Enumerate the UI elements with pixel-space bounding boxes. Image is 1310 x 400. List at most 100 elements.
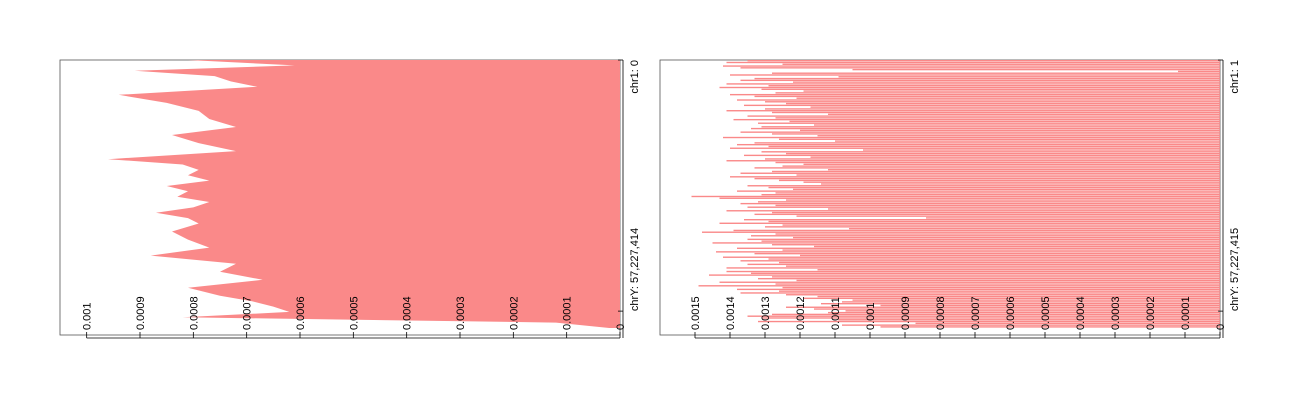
coverage-bar: [754, 213, 1220, 216]
coverage-bar: [747, 185, 1220, 187]
coverage-bar: [761, 194, 1220, 196]
x-tick-label: 0: [1215, 324, 1227, 330]
coverage-bar: [838, 76, 1220, 78]
coverage-bar: [754, 167, 1220, 169]
coverage-bar: [810, 106, 1220, 108]
coverage-bar: [768, 186, 1220, 189]
coverage-bar: [821, 302, 1220, 305]
coverage-bar: [814, 245, 1220, 248]
coverage-bar: [716, 251, 1220, 253]
coverage-bar: [817, 135, 1220, 137]
coverage-bar: [786, 152, 1220, 155]
coverage-bar: [709, 274, 1220, 276]
coverage-bar: [845, 310, 1220, 312]
coverage-bar: [880, 326, 1220, 328]
x-tick-label: 0.0007: [970, 296, 982, 330]
x-tick-label: 0.0015: [690, 296, 702, 330]
coverage-bar: [754, 177, 1220, 180]
x-tick-label: 0.0005: [1040, 296, 1052, 330]
coverage-bar: [761, 88, 1220, 90]
coverage-bar: [775, 117, 1220, 119]
coverage-bar: [821, 183, 1220, 185]
coverage-bar: [733, 229, 1220, 232]
coverage-bar: [772, 111, 1220, 114]
coverage-bar: [744, 219, 1220, 221]
coverage-bar: [772, 244, 1220, 246]
coverage-bar: [786, 306, 1220, 308]
y-tick-label: chr1: 0: [629, 60, 641, 94]
x-tick-label: 0.0012: [795, 296, 807, 330]
coverage-bar: [740, 79, 1220, 82]
coverage-bar: [775, 92, 1220, 94]
coverage-bar: [747, 115, 1220, 117]
coverage-bar: [779, 138, 1220, 140]
coverage-bar: [726, 267, 1220, 269]
y-tick-label: chrY: 57,227,415: [1229, 228, 1241, 311]
coverage-bar: [726, 160, 1220, 162]
coverage-bar: [719, 197, 1220, 199]
coverage-bar: [758, 201, 1220, 203]
coverage-bar: [740, 172, 1220, 174]
coverage-bar: [765, 108, 1220, 110]
x-tick-label: 0.0013: [760, 296, 772, 330]
coverage-bar: [765, 158, 1220, 160]
coverage-bar: [926, 217, 1220, 219]
coverage-bar: [772, 313, 1220, 316]
coverage-bar: [814, 124, 1220, 126]
coverage-bar: [915, 322, 1220, 325]
coverage-bar: [828, 208, 1220, 210]
coverage-bar: [719, 222, 1220, 224]
x-tick-label: 0.0014: [725, 296, 737, 330]
coverage-bar: [803, 163, 1220, 166]
coverage-bar: [726, 83, 1220, 85]
coverage-bar: [803, 297, 1220, 300]
coverage-bar: [828, 168, 1220, 171]
coverage-bar: [751, 127, 1220, 130]
coverage-bar: [754, 77, 1220, 80]
coverage-bar: [768, 85, 1220, 87]
coverage-bar: [761, 151, 1220, 153]
coverage-bar: [737, 143, 1220, 146]
coverage-bar: [852, 299, 1220, 301]
x-tick-label: 0.0006: [1005, 296, 1017, 330]
coverage-bar: [775, 161, 1220, 164]
x-tick-label: 0.0004: [402, 296, 414, 330]
coverage-bar: [761, 317, 1220, 319]
coverage-bar: [793, 188, 1220, 191]
x-tick-label: 0.0006: [295, 296, 307, 330]
coverage-bar: [880, 304, 1220, 307]
coverage-bar: [726, 210, 1220, 212]
panel-left: 0.001 0.0009 0.0008 0.0007 0.0006 0.0005 0.000…: [59, 59, 641, 339]
coverage-bar: [740, 131, 1220, 133]
coverage-bar: [803, 90, 1220, 92]
coverage-bar: [730, 93, 1220, 96]
x-tick-label: 0.0004: [1075, 296, 1087, 330]
coverage-bar: [786, 102, 1220, 105]
coverage-bar: [726, 270, 1220, 273]
coverage-bar: [730, 74, 1220, 76]
coverage-bar: [842, 301, 1220, 303]
coverage-bar: [754, 95, 1220, 98]
x-tick-label: 0.0009: [900, 296, 912, 330]
x-tick-label: 0.0011: [830, 297, 842, 330]
coverage-bar: [775, 283, 1220, 285]
coverage-bar: [733, 118, 1220, 121]
x-tick-label: 0.001: [865, 302, 877, 330]
coverage-bar: [702, 231, 1220, 233]
coverage-bar: [800, 129, 1220, 132]
coverage-bar: [726, 61, 1220, 64]
coverage-bar: [758, 277, 1220, 280]
coverage-bar: [751, 235, 1220, 237]
coverage-bar: [786, 199, 1220, 201]
coverage-bar: [744, 104, 1220, 107]
panel-right: 0.0015 0.0014 0.0013 0.0012 0.0011 0.001 0.000…: [659, 59, 1241, 339]
coverage-bar: [775, 192, 1220, 194]
coverage-bar: [730, 176, 1220, 178]
coverage-bar: [768, 258, 1220, 260]
coverage-bar: [740, 292, 1220, 294]
coverage-bar: [768, 145, 1220, 148]
coverage-bar: [817, 295, 1220, 298]
coverage-bar: [772, 133, 1220, 135]
x-tick-label: 0.0003: [455, 296, 467, 330]
coverage-bar: [740, 260, 1220, 262]
